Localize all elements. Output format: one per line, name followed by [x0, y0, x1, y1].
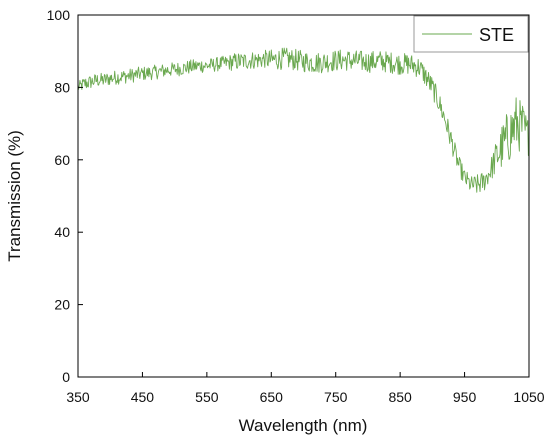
series-layer	[77, 47, 530, 193]
y-tick-label: 100	[47, 7, 71, 23]
series-line-ste	[77, 47, 530, 193]
y-tick-label: 40	[54, 224, 70, 240]
x-axis-ticks: 350 450 550 650 750 850 950 1050	[66, 372, 545, 405]
x-tick-label: 750	[324, 389, 348, 405]
y-tick-label: 60	[54, 152, 70, 168]
x-tick-label: 650	[260, 389, 284, 405]
y-tick-label: 80	[54, 79, 70, 95]
plot-frame	[77, 14, 530, 378]
legend-label-ste: STE	[479, 25, 514, 45]
y-axis-title: Transmission (%)	[5, 130, 24, 262]
x-tick-label: 350	[66, 389, 90, 405]
y-tick-label: 20	[54, 297, 70, 313]
x-tick-label: 1050	[513, 389, 544, 405]
y-tick-label: 0	[62, 369, 70, 385]
legend: STE	[413, 15, 529, 53]
x-axis-title: Wavelength (nm)	[239, 416, 368, 435]
x-tick-label: 850	[388, 389, 412, 405]
x-tick-label: 450	[131, 389, 155, 405]
y-axis-ticks: 0 20 40 60 80 100	[47, 7, 83, 385]
x-tick-label: 950	[453, 389, 477, 405]
x-tick-label: 550	[195, 389, 219, 405]
